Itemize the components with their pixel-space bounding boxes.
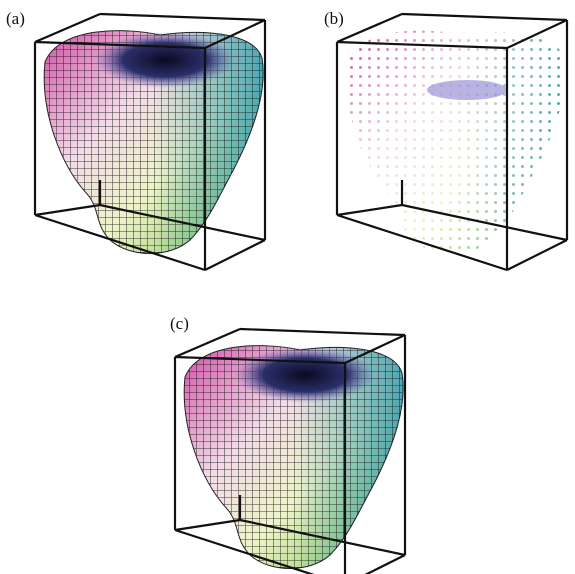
panel-label: (c) [170, 314, 189, 333]
panel-b: (b) [324, 9, 567, 270]
panel-c: (c) [170, 314, 405, 574]
panel-a: (a) [6, 9, 265, 270]
figure: (a) (b) (c) [0, 0, 575, 574]
page: (a) (b) (c) (() => { const data = JSON.p… [0, 0, 575, 574]
panel-label: (a) [6, 9, 25, 28]
panel-label: (b) [324, 9, 344, 28]
